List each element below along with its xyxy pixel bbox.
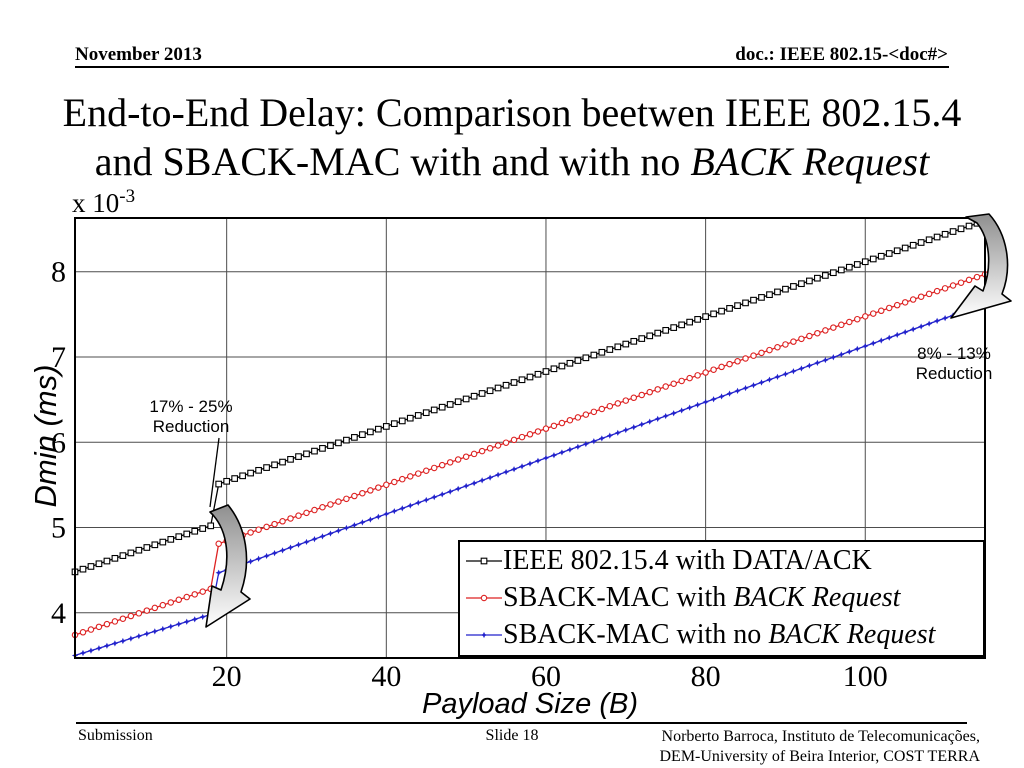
- footer-slide-number: Slide 18: [485, 727, 539, 744]
- legend-item-0: IEEE 802.15.4 with DATA/ACK: [460, 542, 983, 579]
- legend-label: IEEE 802.15.4 with DATA/ACK: [503, 544, 872, 576]
- header-date: November 2013: [75, 44, 202, 65]
- x-tick-80: 80: [691, 660, 721, 693]
- legend-marker-star-icon: [466, 631, 502, 638]
- plot-border: [74, 217, 986, 659]
- header-doc-number: doc.: IEEE 802.15-<doc#>: [735, 44, 948, 65]
- x-tick-20: 20: [212, 660, 242, 693]
- x-tick-40: 40: [371, 660, 401, 693]
- slide-title-italic: BACK Request: [690, 139, 930, 184]
- legend-label: SBACK-MAC with no BACK Request: [503, 618, 936, 650]
- footer-author: Norberto Barroca, Instituto de Telecomun…: [659, 728, 980, 765]
- legend-item-2: SBACK-MAC with no BACK Request: [460, 616, 983, 653]
- legend-marker-square-icon: [466, 557, 502, 564]
- x-tick-100: 100: [843, 660, 888, 693]
- y-axis-label: Dmin (ms): [28, 364, 63, 508]
- x-tick-60: 60: [531, 660, 561, 693]
- slide-title-line2: and SBACK-MAC with and with no BACK Requ…: [94, 139, 930, 184]
- y-tick-8: 8: [51, 256, 66, 289]
- footer-rule: [76, 722, 967, 724]
- x-axis-label: Payload Size (B): [422, 688, 638, 720]
- legend-item-1: SBACK-MAC with BACK Request: [460, 579, 983, 616]
- y-tick-5: 5: [51, 512, 66, 545]
- annotation-right-reduction: 8% - 13% Reduction: [915, 344, 993, 383]
- y-tick-4: 4: [51, 597, 66, 630]
- legend-label: SBACK-MAC with BACK Request: [503, 581, 901, 613]
- annotation-left-reduction: 17% - 25% Reduction: [149, 397, 233, 436]
- footer-submission: Submission: [78, 727, 153, 744]
- legend-marker-circle-icon: [466, 594, 502, 601]
- y-tick-6: 6: [51, 426, 66, 459]
- slide-title: End-to-End Delay: Comparison beetwen IEE…: [0, 88, 1024, 186]
- y-tick-7: 7: [51, 341, 66, 374]
- y-axis-offset-label: x 10-3: [72, 186, 136, 218]
- chart-legend: IEEE 802.15.4 with DATA/ACK SBACK-MAC wit…: [458, 540, 985, 657]
- slide-title-line1: End-to-End Delay: Comparison beetwen IEE…: [62, 90, 962, 135]
- header-rule: [75, 66, 949, 68]
